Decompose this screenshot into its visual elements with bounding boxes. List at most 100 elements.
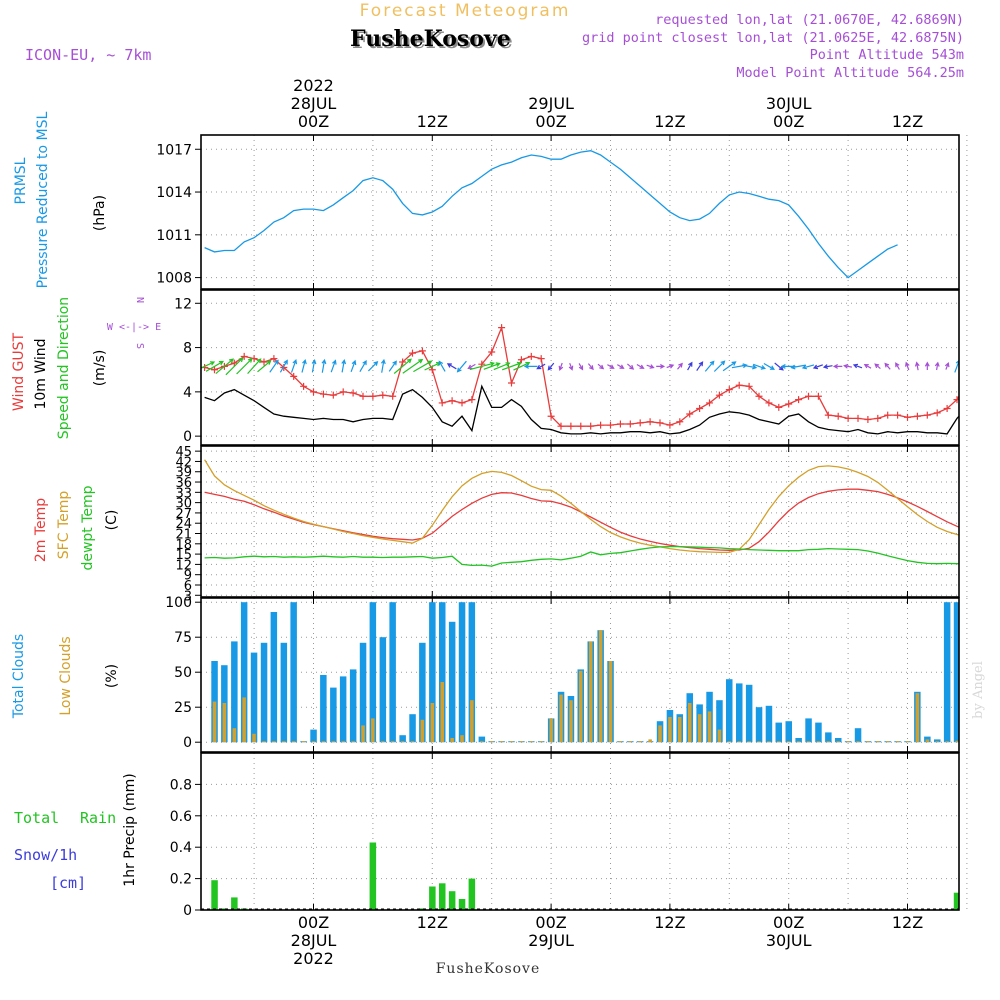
y-tick-label: 45	[175, 445, 192, 460]
rain-bar	[429, 886, 436, 910]
cloud-bar	[291, 741, 296, 743]
wind-arrow	[627, 363, 635, 370]
total-cloud-bar	[439, 602, 446, 743]
total-cloud-bar	[290, 602, 297, 743]
cloud-bar	[282, 741, 286, 743]
cloud-panel-labels: Total Clouds Low Clouds (%) by Angel	[11, 634, 986, 719]
total-cloud-bar	[231, 641, 238, 743]
watermark: by Angel	[971, 661, 986, 719]
wind-arrow	[257, 360, 272, 373]
wind-arrow	[790, 364, 806, 370]
y-tick-label: 33	[175, 486, 192, 501]
gust-marker	[488, 348, 496, 356]
pressure-panel: 1008 1011 1014 1017	[156, 134, 968, 290]
y-tick-label: 0	[183, 429, 192, 445]
plot-area	[204, 150, 898, 279]
location-title-shadow: FusheKosove	[352, 28, 513, 54]
low-cloud-bar	[579, 670, 583, 743]
low-cloud-bar	[460, 735, 464, 743]
gust-marker	[715, 391, 723, 399]
y-tick-label: 12	[174, 296, 192, 312]
total-cloud-bar	[835, 738, 842, 743]
gust-marker	[547, 412, 555, 420]
wind-arrow	[763, 362, 775, 370]
wind-arrow	[536, 363, 546, 370]
wind-arrow	[863, 363, 872, 369]
gust-marker	[508, 379, 515, 387]
header: Forecast Meteogram FusheKosove FusheKoso…	[25, 1, 964, 81]
gust-marker	[240, 352, 248, 360]
rain-bar	[974, 899, 981, 910]
cloud-bar	[480, 741, 484, 743]
total-cloud-bar	[339, 676, 347, 743]
temp-sfc-label: SFC Temp	[56, 491, 72, 560]
y-tick-label: 0.6	[170, 809, 192, 825]
rain-bar	[953, 892, 959, 910]
hpa-unit-label: (hPa)	[92, 195, 108, 231]
time-label: 12Z	[892, 913, 923, 932]
cloud-bar	[806, 741, 811, 743]
cloud-bar	[777, 741, 781, 743]
low-cloud-bar	[559, 694, 563, 743]
rain-bar	[211, 880, 218, 910]
wind-arrow	[393, 358, 412, 374]
panel-frame	[200, 597, 960, 753]
total-cloud-bar	[399, 735, 406, 743]
low-cloud-bar	[925, 739, 930, 743]
model-point-altitude: Model Point Altitude 564.25m	[736, 65, 964, 81]
gust-marker	[498, 324, 506, 332]
low-cloud-bar	[985, 738, 989, 742]
cloud-bar	[885, 741, 890, 743]
temperature-panel-labels: 2m Temp SFC Temp dewpt Temp (C)	[33, 485, 120, 570]
wind-arrow	[467, 363, 476, 370]
cloud-bar	[767, 741, 771, 743]
cloud-bar	[321, 741, 326, 743]
time-label: 28JUL	[291, 931, 337, 950]
wind-arrow	[290, 359, 298, 373]
wind-arrow	[301, 358, 307, 373]
gust-marker	[814, 392, 822, 400]
time-label: 2022	[293, 949, 334, 968]
gust-marker	[359, 392, 367, 400]
low-cloud-bar	[242, 697, 246, 743]
wind-arrow	[597, 363, 605, 370]
rain-bar	[468, 878, 476, 910]
gust-marker	[557, 422, 565, 430]
y-tick-label: 15	[175, 548, 192, 563]
y-tick-label: 3	[184, 589, 192, 604]
y-tick-label: 0.8	[170, 777, 192, 793]
y-tick-label: 21	[175, 528, 192, 543]
total-cloud-bar	[429, 602, 436, 743]
low-cloud-bar	[598, 630, 603, 743]
y-tick-label: 24	[175, 517, 192, 532]
y-tick-label: 39	[175, 466, 192, 481]
gust-marker	[834, 412, 842, 420]
total-cloud-bar	[379, 637, 387, 743]
time-label: 29JUL	[528, 931, 574, 950]
gust-marker	[577, 422, 585, 430]
gust-marker	[775, 403, 783, 411]
wind-arrow	[341, 359, 347, 373]
cloud-bar	[796, 741, 801, 743]
wind-arrow	[696, 361, 704, 371]
low-cloud-bar	[975, 737, 979, 743]
total-clouds-label: Total Clouds	[11, 634, 27, 719]
wind-10m-label: 10m Wind	[33, 338, 49, 409]
time-label: 00Z	[298, 913, 329, 932]
gust-marker	[686, 410, 694, 418]
gust-marker	[913, 412, 921, 420]
cloud-bar	[499, 741, 504, 743]
total-cloud-bar	[716, 700, 723, 743]
cloud-bar	[341, 741, 345, 743]
cloud-bar	[410, 741, 415, 743]
gust-marker	[904, 413, 911, 421]
total-cloud-bar	[240, 602, 248, 743]
wind-arrow	[380, 358, 386, 373]
total-cloud-bar	[409, 714, 416, 743]
gust-marker	[745, 382, 753, 390]
gust-marker	[270, 355, 278, 363]
total-cloud-bar	[270, 612, 278, 743]
total-cloud-bar	[765, 705, 773, 743]
